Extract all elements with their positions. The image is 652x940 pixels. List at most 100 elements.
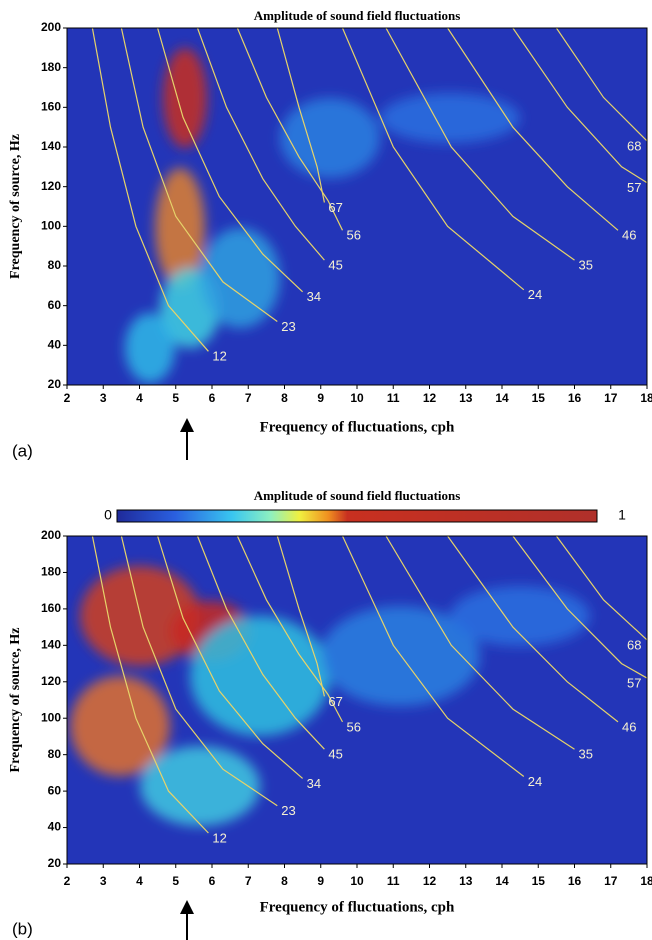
y-tick-label: 180 [41, 60, 61, 74]
y-tick-label: 100 [41, 219, 61, 233]
y-tick-label: 200 [41, 20, 61, 34]
x-tick-label: 18 [640, 874, 652, 888]
heatmap-texture [125, 48, 520, 383]
x-tick-label: 14 [495, 391, 509, 405]
mode-curve [120, 28, 278, 322]
mode-label: 68 [627, 637, 641, 652]
x-tick-label: 2 [64, 874, 71, 888]
mode-curve [157, 28, 304, 293]
colorbar-max: 1 [618, 507, 626, 523]
arrow-head [180, 900, 194, 914]
y-axis-title: Frequency of source, Hz [8, 134, 23, 279]
colorbar-min: 0 [104, 507, 112, 523]
y-tick-label: 200 [41, 528, 61, 542]
x-tick-label: 9 [317, 874, 324, 888]
y-axis-title: Frequency of source, Hz [8, 628, 23, 773]
colorbar [116, 509, 598, 523]
mode-label: 12 [212, 830, 226, 845]
mode-label: 57 [627, 180, 641, 195]
y-tick-label: 140 [41, 638, 61, 652]
colorbar-title: Amplitude of sound field fluctuations [254, 8, 461, 23]
y-tick-label: 60 [48, 783, 62, 797]
y-tick-label: 40 [48, 820, 62, 834]
mode-label: 45 [328, 747, 342, 762]
panel-label: (b) [12, 919, 33, 938]
mode-label: 67 [328, 694, 342, 709]
x-tick-label: 12 [423, 874, 437, 888]
texture-blob [380, 93, 520, 143]
mode-curve [447, 536, 619, 723]
x-tick-label: 6 [209, 391, 216, 405]
texture-blob [140, 746, 260, 826]
x-tick-label: 8 [281, 391, 288, 405]
mode-curve [341, 536, 525, 777]
x-tick-label: 10 [350, 391, 364, 405]
texture-blob [190, 616, 330, 736]
mode-label: 56 [347, 228, 361, 243]
mode-label: 35 [579, 747, 593, 762]
mode-label: 34 [307, 776, 321, 791]
x-tick-label: 11 [387, 391, 400, 405]
mode-curve [196, 536, 325, 750]
x-tick-label: 18 [640, 391, 652, 405]
mode-curve [512, 536, 647, 679]
mode-label: 46 [622, 228, 636, 243]
mode-curve [236, 536, 344, 723]
mode-label: 46 [622, 719, 636, 734]
x-axis-title: Frequency of fluctuations, cph [260, 899, 455, 915]
x-tick-label: 11 [387, 874, 400, 888]
x-tick-label: 7 [245, 391, 252, 405]
x-tick-label: 16 [568, 391, 582, 405]
mode-label: 12 [212, 349, 226, 364]
y-tick-label: 160 [41, 100, 61, 114]
mode-curve [555, 28, 647, 142]
texture-blob [125, 313, 175, 383]
x-tick-label: 10 [350, 874, 364, 888]
mode-label: 45 [328, 257, 342, 272]
x-tick-label: 14 [495, 874, 509, 888]
y-tick-label: 60 [48, 298, 62, 312]
mode-curve [157, 536, 303, 779]
texture-blob [155, 168, 205, 288]
mode-curve [196, 28, 325, 261]
y-tick-label: 80 [48, 258, 62, 272]
mode-label: 35 [579, 257, 593, 272]
texture-blob [70, 676, 170, 776]
x-tick-label: 5 [172, 391, 179, 405]
mode-label: 24 [528, 774, 542, 789]
x-tick-label: 13 [459, 391, 473, 405]
mode-curve [341, 28, 525, 291]
x-tick-label: 2 [64, 391, 71, 405]
mode-curve [447, 28, 619, 231]
panel: Amplitude of sound field fluctuations011… [8, 8, 652, 461]
x-axis-title: Frequency of fluctuations, cph [260, 419, 455, 435]
mode-curve [512, 28, 647, 184]
y-tick-label: 160 [41, 601, 61, 615]
texture-blob [450, 586, 590, 646]
mode-curve [276, 28, 325, 203]
arrow-head [180, 418, 194, 432]
mode-curve [91, 28, 209, 352]
y-tick-label: 100 [41, 710, 61, 724]
mode-label: 57 [627, 676, 641, 691]
x-tick-label: 13 [459, 874, 473, 888]
x-tick-label: 3 [100, 874, 107, 888]
mode-curve [385, 28, 575, 261]
y-tick-label: 40 [48, 338, 62, 352]
y-tick-label: 80 [48, 747, 62, 761]
x-tick-label: 9 [317, 391, 324, 405]
mode-label: 68 [627, 138, 641, 153]
y-tick-label: 120 [41, 179, 61, 193]
y-tick-label: 20 [48, 856, 62, 870]
mode-label: 23 [281, 803, 295, 818]
x-tick-label: 4 [136, 874, 143, 888]
mode-label: 67 [328, 200, 342, 215]
x-tick-label: 17 [604, 874, 618, 888]
mode-label: 34 [307, 289, 321, 304]
mode-curve [276, 536, 325, 697]
y-tick-label: 140 [41, 139, 61, 153]
texture-blob [200, 228, 280, 328]
mode-label: 56 [347, 719, 361, 734]
